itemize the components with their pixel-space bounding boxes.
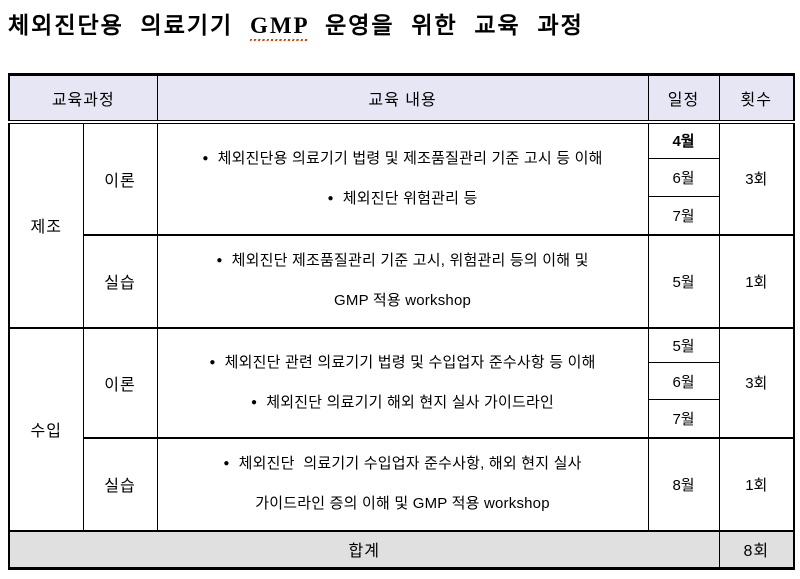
section-label-manufacture: 제조 (8, 121, 84, 328)
content-line: ● 체외진단 의료기기 수입업자 준수사항, 해외 현지 실사 (158, 444, 647, 484)
bullet-icon: ● (223, 458, 230, 469)
content-line-text: 체외진단 의료기기 해외 현지 실사 가이드라인 (266, 393, 555, 411)
table-row: 제조 이론 ● 체외진단용 의료기기 법령 및 제조품질관리 기준 고시 등 이해… (8, 121, 795, 328)
month-cell: 7월 (647, 196, 720, 235)
content-line: ● 체외진단 위험관리 등 (158, 179, 647, 219)
table-row: 7월 (9, 196, 794, 235)
type-label-practice: 실습 (82, 436, 158, 531)
count-cell: 3회 (718, 121, 795, 235)
header-count: 횟수 (718, 74, 795, 124)
type-label-practice: 실습 (82, 233, 158, 328)
header-content: 교육 내용 (156, 74, 649, 124)
title-text-before: 체외진단용 의료기기 (8, 13, 250, 38)
content-line: 가이드라인 증의 이해 및 GMP 적용 workshop (158, 484, 647, 524)
month-cell: 4월 (647, 121, 720, 159)
table-row: 실습 ● 체외진단 의료기기 수입업자 준수사항, 해외 현지 실사 가이드라인 … (9, 436, 795, 531)
bullet-icon: ● (327, 192, 334, 204)
content-line: ● 체외진단 의료기기 해외 현지 실사 가이드라인 (158, 383, 647, 423)
content-imp-theory: ● 체외진단 관련 의료기기 법령 및 수입업자 준수사항 등 이해 ● 체외진단 … (156, 326, 649, 438)
content-line-text: 체외진단용 의료기기 법령 및 제조품질관리 기준 고시 등 이해 (217, 149, 603, 167)
content-line: GMP 적용 workshop (158, 281, 647, 321)
content-line: ● 체외진단용 의료기기 법령 및 제조품질관리 기준 고시 등 이해 (158, 139, 647, 179)
month-cell: 5월 (647, 326, 720, 363)
header-course: 교육과정 (8, 74, 158, 124)
table-row: 6월 (9, 158, 794, 197)
month-cell: 6월 (647, 362, 720, 400)
bullet-icon: ● (250, 396, 258, 408)
bullet-icon: ● (209, 356, 216, 368)
footer-total-label: 합계 (8, 529, 720, 569)
count-cell: 1회 (718, 233, 795, 328)
footer-total-count: 8회 (718, 529, 795, 569)
education-course-table: 교육과정 교육 내용 일정 횟수 제조 이론 ● 체외진단용 의료기기 법령 및 … (8, 73, 796, 570)
title-gmp-spellcheck: GMP (249, 13, 309, 41)
content-line-text: 체외진단 제조품질관리 기준 고시, 위험관리 등의 이해 및 (231, 252, 589, 269)
table-row: 실습 ● 체외진단 제조품질관리 기준 고시, 위험관리 등의 이해 및 GMP … (9, 233, 795, 328)
page-title: 체외진단용 의료기기 GMP 운영을 위한 교육 과정 (8, 6, 788, 41)
bullet-icon: ● (202, 152, 209, 164)
content-mfg-theory: ● 체외진단용 의료기기 법령 및 제조품질관리 기준 고시 등 이해 ● 체외진단… (156, 121, 649, 235)
table-footer-row: 합계 8회 (8, 529, 795, 569)
content-line-text: 체외진단 의료기기 수입업자 준수사항, 해외 현지 실사 (238, 455, 582, 472)
header-schedule: 일정 (647, 74, 720, 124)
month-cell: 7월 (647, 399, 720, 438)
content-line: ● 체외진단 관련 의료기기 법령 및 수입업자 준수사항 등 이해 (158, 343, 647, 383)
content-imp-practice: ● 체외진단 의료기기 수입업자 준수사항, 해외 현지 실사 가이드라인 증의 … (156, 436, 649, 531)
title-text-after: 운영을 위한 교육 과정 (308, 13, 584, 38)
table-row: 수입 이론 ● 체외진단 관련 의료기기 법령 및 수입업자 준수사항 등 이해 … (8, 326, 795, 531)
section-label-import: 수입 (8, 326, 84, 531)
type-label-theory: 이론 (82, 121, 158, 235)
month-cell: 5월 (647, 233, 720, 328)
content-line-text: 체외진단 관련 의료기기 법령 및 수입업자 준수사항 등 이해 (224, 353, 596, 371)
bullet-icon: ● (216, 255, 223, 266)
count-cell: 3회 (718, 326, 795, 438)
type-label-theory: 이론 (82, 326, 158, 438)
month-cell: 6월 (647, 158, 720, 197)
count-cell: 1회 (718, 436, 795, 531)
table-row: 7월 (9, 399, 794, 438)
content-line-text: GMP 적용 workshop (334, 292, 472, 309)
table-header-row: 교육과정 교육 내용 일정 횟수 (8, 74, 795, 124)
content-mfg-practice: ● 체외진단 제조품질관리 기준 고시, 위험관리 등의 이해 및 GMP 적용 … (156, 233, 649, 328)
content-line-text: 가이드라인 증의 이해 및 GMP 적용 workshop (255, 495, 550, 512)
month-cell: 8월 (647, 436, 720, 531)
content-line-text: 체외진단 위험관리 등 (342, 189, 478, 207)
content-line: ● 체외진단 제조품질관리 기준 고시, 위험관리 등의 이해 및 (158, 241, 647, 281)
